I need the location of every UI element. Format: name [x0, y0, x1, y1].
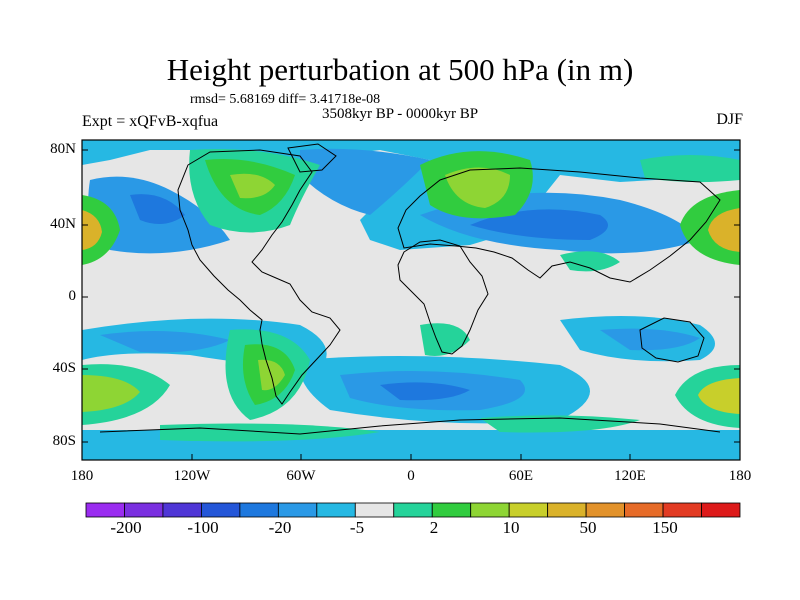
- colorbar-swatch-13: [585, 502, 625, 518]
- colorbar-label-150: 150: [652, 518, 678, 537]
- australia-coast: [639, 317, 705, 363]
- colorbar-swatch-15: [662, 502, 702, 518]
- pos-asia-small: [560, 251, 620, 272]
- plot-title: Height perturbation at 500 hPa (in m): [166, 52, 634, 87]
- colorbar-swatch-8: [393, 502, 433, 518]
- lon-label-0: 0: [407, 468, 415, 484]
- colorbar-swatch-11: [508, 502, 549, 518]
- americas-coast: [177, 149, 341, 405]
- pos-south-pacific-east-core: [698, 378, 740, 414]
- neg-eurasia-core: [470, 209, 608, 240]
- lon-label-120e: 120E: [614, 468, 646, 484]
- pos-antarctic-east: [480, 415, 640, 433]
- pos-north-america-core: [230, 173, 275, 199]
- neg-southern-ocean-core: [380, 382, 470, 401]
- colorbar-swatch-0: [85, 502, 125, 518]
- colorbar-swatch-10: [470, 502, 510, 518]
- colorbar-label-m200: -200: [110, 518, 142, 537]
- season-label: DJF: [716, 111, 743, 128]
- lon-label-60e: 60E: [508, 468, 534, 484]
- colorbar-swatch-1: [124, 502, 164, 518]
- colorbar-swatch-3: [201, 502, 241, 518]
- colorbar-label-m100: -100: [187, 518, 219, 537]
- axis-ticks: [81, 149, 741, 460]
- colorbar-swatch-5: [277, 502, 318, 518]
- colorbar-label-50: 50: [579, 518, 597, 537]
- neg-pacific-core: [130, 194, 185, 224]
- lat-label-40s: 40S: [52, 360, 76, 376]
- coastlines: [99, 143, 721, 435]
- stats-line: rmsd= 5.68169 diff= 3.41718e-08: [190, 92, 381, 107]
- pos-east-pacific-core: [708, 208, 740, 252]
- colorbar-swatch-9: [431, 502, 472, 518]
- neg-indian-ocean-mid: [600, 328, 700, 351]
- colorbar-swatch-7: [354, 502, 395, 518]
- lon-label-120w: 120W: [173, 468, 211, 484]
- lat-label-80s: 80S: [52, 433, 76, 449]
- lat-label-0: 0: [68, 288, 77, 304]
- period-line: 3508kyr BP - 0000kyr BP: [322, 106, 479, 122]
- pos-arctic-strip: [640, 155, 740, 183]
- antarctica-coast: [99, 417, 721, 435]
- colorbar-label-m5: -5: [349, 518, 365, 537]
- colorbar-label-2: 2: [429, 518, 439, 537]
- pos-west-pacific-core: [82, 210, 102, 250]
- colorbar-label-m20: -20: [268, 518, 292, 537]
- eurasia-coast: [397, 167, 721, 283]
- colorbar-swatch-2: [162, 502, 202, 518]
- neg-band-north: [82, 140, 740, 250]
- neg-south-pacific-mid: [100, 331, 230, 353]
- pos-south-pacific-west-core: [82, 375, 140, 412]
- lon-label-60w: 60W: [286, 468, 316, 484]
- colorbar-swatch-4: [239, 502, 279, 518]
- experiment-label: Expt = xQFvB-xqfua: [82, 113, 219, 130]
- colorbar-label-10: 10: [502, 518, 520, 537]
- colorbar-swatch-6: [316, 502, 356, 518]
- colorbar-swatch-12: [547, 502, 587, 518]
- lat-label-80n: 80N: [50, 141, 76, 157]
- colorbar-swatch-16: [701, 502, 741, 518]
- lon-label-180w: 180: [70, 468, 94, 484]
- greenland-coast: [287, 143, 337, 173]
- neg-atlantic-north: [300, 148, 430, 215]
- pos-south-africa: [420, 323, 470, 356]
- lat-label-40n: 40N: [50, 216, 76, 232]
- contour-field: [82, 140, 740, 460]
- colorbar-swatch-14: [624, 502, 664, 518]
- lon-label-180e: 180: [728, 468, 752, 484]
- pos-europe-core: [445, 167, 510, 208]
